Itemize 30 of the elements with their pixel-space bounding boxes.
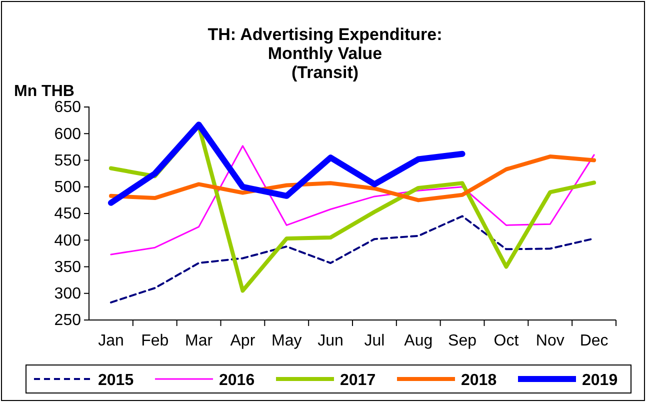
x-tick-label: Apr: [230, 332, 256, 350]
x-tick-label: May: [272, 332, 302, 350]
x-tick-label: Jun: [318, 332, 344, 350]
legend-label: 2016: [219, 372, 255, 389]
y-axis-title: Mn THB: [14, 83, 74, 100]
y-tick-label: 600: [54, 126, 82, 143]
x-tick-label: Mar: [185, 332, 214, 350]
y-tick-label: 550: [54, 152, 82, 170]
x-tick-label: Aug: [404, 332, 433, 350]
y-tick-label: 500: [54, 178, 82, 196]
x-tick-label: Jan: [98, 332, 124, 350]
x-tick-label: Dec: [580, 332, 608, 350]
y-tick-label: 450: [54, 206, 82, 223]
y-tick-label: 400: [54, 232, 82, 250]
x-tick-label: Jul: [364, 332, 385, 350]
y-tick-label: 300: [54, 285, 82, 302]
line-series: [108, 154, 596, 202]
y-tick-label: 650: [54, 99, 82, 116]
y-tick-label: 250: [54, 312, 82, 330]
legend-label: 2019: [582, 372, 618, 389]
x-tick-label: Nov: [536, 332, 564, 350]
legend-label: 2015: [98, 372, 134, 389]
x-tick-label: Sep: [448, 332, 477, 350]
legend-label: 2017: [340, 372, 376, 389]
chart-title: TH: Advertising Expenditure: Monthly Value (Transit): [208, 25, 442, 82]
legend-label: 2018: [461, 372, 497, 389]
line-series: [110, 145, 595, 256]
y-tick-label: 350: [54, 258, 82, 276]
x-tick-label: Oct: [494, 332, 520, 350]
x-tick-label: Feb: [141, 332, 169, 350]
